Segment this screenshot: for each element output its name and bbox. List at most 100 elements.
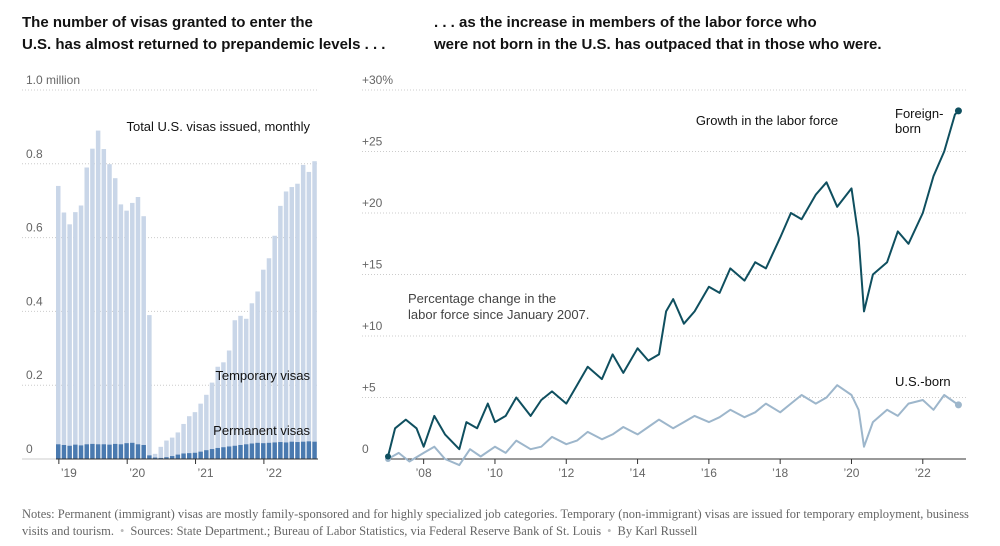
temporary-visa-bar: [249, 303, 255, 444]
permanent-visa-bar: [221, 447, 226, 459]
y-tick-label: +10: [362, 319, 383, 333]
permanent-visa-bar: [312, 441, 317, 459]
temporary-visa-bar: [158, 446, 164, 458]
permanent-visa-bar: [209, 449, 215, 459]
y-tick-label: 0.8: [26, 147, 43, 161]
permanent-visa-bar: [238, 444, 243, 459]
y-tick-label: +15: [362, 258, 383, 272]
permanent-visa-bar: [175, 454, 181, 459]
y-tick-label: +20: [362, 196, 383, 210]
series-label-permanent: Permanent visas: [213, 423, 310, 438]
permanent-visa-bar: [124, 443, 129, 459]
series-label-line: born: [895, 121, 921, 136]
permanent-visa-bar: [289, 441, 295, 459]
temporary-visa-bar: [169, 437, 175, 457]
x-tick-label: ’08: [416, 466, 432, 480]
permanent-visa-bar: [215, 447, 220, 459]
permanent-visa-bar: [164, 457, 169, 459]
temporary-visa-bar: [118, 204, 124, 445]
temporary-visa-bar: [164, 440, 169, 458]
y-tick-label: 0.6: [26, 221, 43, 235]
temporary-visa-bar: [261, 269, 266, 444]
permanent-visa-bar: [198, 451, 203, 459]
temporary-visa-bar: [187, 416, 192, 454]
temporary-visa-bar: [107, 164, 112, 445]
temporary-visa-bar: [306, 171, 312, 442]
separator-dot: •: [120, 524, 125, 538]
permanent-visa-bar: [107, 444, 112, 459]
y-tick-label: +30%: [362, 73, 393, 87]
permanent-visa-bar: [67, 445, 72, 459]
permanent-visa-bar: [278, 442, 283, 459]
temporary-visa-bar: [101, 149, 107, 445]
permanent-visa-bar: [204, 450, 209, 459]
chart-subtitle: Percentage change in the labor force sinc…: [408, 291, 589, 322]
permanent-visa-bar: [61, 444, 67, 459]
notes-text: Notes: Permanent (immigrant) visas are m…: [22, 507, 969, 538]
permanent-visa-bar: [152, 457, 158, 459]
permanent-visa-bar: [147, 455, 152, 459]
x-tick-label: ’21: [198, 466, 214, 480]
temporary-visa-bar: [78, 205, 84, 446]
chart-notes: Notes: Permanent (immigrant) visas are m…: [22, 506, 982, 540]
permanent-visa-bar: [90, 443, 95, 459]
temporary-visa-bar: [283, 191, 289, 443]
permanent-visa-bar: [169, 456, 175, 459]
series-end-dot: [954, 401, 962, 409]
temporary-visa-bar: [300, 164, 306, 442]
permanent-visa-bar: [300, 441, 306, 459]
permanent-visa-bar: [187, 453, 192, 459]
permanent-visa-bar: [255, 442, 260, 459]
y-tick-label: 0.4: [26, 294, 43, 308]
x-tick-label: ’18: [772, 466, 788, 480]
permanent-visa-bar: [118, 444, 124, 459]
permanent-visa-bar: [84, 444, 89, 459]
permanent-visa-bar: [272, 442, 277, 459]
temporary-visa-bar: [192, 412, 198, 453]
permanent-visa-bar: [158, 457, 164, 459]
series-line-us-born: [387, 384, 959, 467]
temporary-visa-bar: [124, 210, 129, 444]
temporary-visa-bar: [90, 148, 95, 444]
temporary-visa-bar: [238, 315, 243, 445]
temporary-visa-bar: [295, 183, 300, 443]
temporary-visa-bar: [243, 318, 249, 445]
temporary-visa-bar: [289, 187, 295, 442]
temporary-visa-bar: [312, 161, 317, 442]
permanent-visa-bar: [78, 445, 84, 459]
x-tick-label: ’16: [701, 466, 717, 480]
permanent-visa-bar: [73, 444, 78, 459]
y-tick-label: 0.2: [26, 368, 43, 382]
permanent-visa-bar: [226, 446, 232, 459]
x-tick-label: ’22: [915, 466, 931, 480]
temporary-visa-bar: [141, 216, 146, 445]
temporary-visa-bar: [95, 130, 101, 445]
y-tick-label: +25: [362, 135, 383, 149]
x-tick-label: ’12: [558, 466, 574, 480]
x-tick-label: ’20: [843, 466, 859, 480]
temporary-visa-bar: [278, 205, 283, 443]
temporary-visa-bar: [266, 258, 272, 443]
permanent-visa-bar: [261, 443, 266, 459]
permanent-visa-bar: [249, 443, 255, 459]
temporary-visa-bar: [272, 235, 277, 443]
temporary-visa-bar: [198, 403, 203, 452]
temporary-visa-bar: [61, 212, 67, 445]
temporary-visa-bar: [255, 291, 260, 443]
permanent-visa-bar: [135, 444, 141, 459]
permanent-visa-bar: [283, 442, 289, 459]
temporary-visa-bar: [221, 362, 226, 448]
series-label-line: Foreign-: [895, 106, 943, 121]
y-tick-label: 0: [26, 442, 33, 456]
permanent-visa-bar: [232, 445, 238, 459]
series-label-us-born: U.S.-born: [895, 374, 951, 389]
left-heading: The number of visas granted to enter the…: [22, 14, 386, 53]
byline: By Karl Russell: [617, 524, 698, 538]
y-tick-label: 0: [362, 442, 369, 456]
permanent-visa-bar: [141, 444, 146, 459]
temporary-visa-bar: [67, 224, 72, 446]
temporary-visa-bar: [135, 197, 141, 445]
x-tick-label: ’19: [61, 466, 77, 480]
permanent-visa-bar: [295, 442, 300, 459]
permanent-visa-bar: [95, 444, 101, 459]
